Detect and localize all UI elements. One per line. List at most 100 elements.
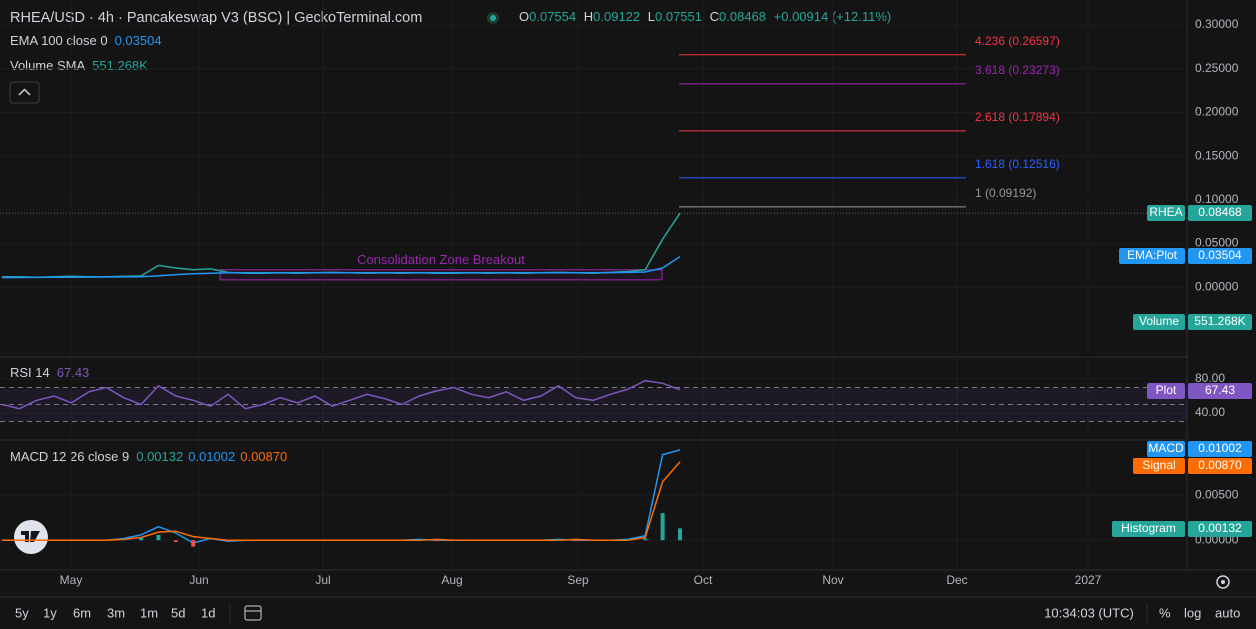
settings-button[interactable] (1216, 575, 1230, 589)
range-button[interactable]: 1d (201, 605, 215, 620)
ohlc-key: L (648, 9, 655, 24)
tag-value: 0.03504 (1198, 248, 1242, 262)
tag-name-box (1133, 314, 1185, 330)
legend-label: MACD 12 26 close 9 (10, 449, 129, 464)
histogram-bar (573, 540, 578, 542)
histogram-bar (139, 537, 144, 541)
histogram-bar (678, 528, 682, 541)
y-tick-label: 0.15000 (1195, 148, 1239, 162)
tag-name: Signal (1142, 458, 1175, 472)
gear-center (1221, 580, 1225, 584)
y-tick-label: 0.25000 (1195, 61, 1239, 75)
histogram-bar (156, 534, 161, 541)
tag-name: Volume (1139, 314, 1179, 328)
axis-option[interactable]: log (1184, 605, 1201, 620)
range-button[interactable]: 1m (140, 605, 158, 620)
tag-name: RHEA (1149, 205, 1182, 219)
tag-name: Plot (1156, 383, 1177, 397)
tag-name-box (1147, 441, 1185, 457)
range-label: 3m (107, 605, 125, 620)
range-button[interactable]: 5d (171, 605, 185, 620)
tag-name-box (1133, 458, 1185, 474)
chevron-icon (18, 88, 31, 96)
tag-value: 0.08468 (1198, 205, 1242, 219)
legend-value: 0.01002 (188, 449, 235, 464)
histogram-bar (556, 539, 561, 541)
ohlc-value: 0.07554 (529, 9, 576, 24)
y-tick-label: 0.30000 (1195, 17, 1239, 31)
collapse-button[interactable] (9, 81, 40, 104)
fib-label: 3.618 (0.23273) (975, 63, 1060, 77)
x-tick-label: Sep (567, 573, 589, 587)
x-tick-label: May (60, 573, 83, 587)
tag-value-box (1188, 205, 1252, 221)
x-tick-label: Dec (946, 573, 967, 587)
series-line (1, 255, 681, 279)
logo[interactable] (14, 520, 48, 554)
tag-name-box (1112, 521, 1185, 537)
range-button[interactable]: 1y (43, 605, 57, 620)
tag-name-box (1147, 383, 1185, 399)
range-button[interactable]: 5y (15, 605, 29, 620)
legend-value: 0.00132 (136, 449, 183, 464)
fib-label: 4.236 (0.26597) (975, 34, 1060, 48)
legend-item: RSI 14 67.43 (10, 365, 89, 380)
y-tick-label: 40.00 (1195, 405, 1225, 419)
legend-label: EMA 100 close 0 (10, 33, 108, 48)
histogram-bar (226, 540, 230, 542)
legend-item: Volume SMA 551.268K (10, 58, 148, 73)
option-label: auto (1215, 605, 1240, 620)
ohlc-key: H (584, 9, 593, 24)
range-button[interactable]: 3m (107, 605, 125, 620)
calendar-icon (244, 605, 262, 621)
ohlc-change: +0.00914 (+12.11%) (774, 9, 892, 24)
legend-item: MACD 12 26 close 9 0.00132 0.01002 0.00870 (10, 449, 287, 464)
legend-item: EMA 100 close 0 0.03504 (10, 33, 162, 48)
tag-value-box (1188, 383, 1252, 399)
tag-value: 67.43 (1205, 383, 1235, 397)
date-range-button[interactable] (244, 605, 262, 621)
tag-value-box (1188, 458, 1252, 474)
histogram-bar (660, 513, 665, 541)
clock: 10:34:03 (UTC) (1044, 605, 1134, 620)
histogram-bar (191, 540, 196, 547)
option-label: % (1159, 605, 1171, 620)
annotation-box (219, 269, 663, 281)
histogram-bar (434, 540, 439, 542)
x-tick-label: 2027 (1075, 573, 1102, 587)
option-label: log (1184, 605, 1201, 620)
tag-value: 551.268K (1194, 314, 1245, 328)
legend-value: 0.00870 (240, 449, 287, 464)
button-frame (9, 81, 40, 104)
range-button[interactable]: 6m (73, 605, 91, 620)
range-label: 1m (140, 605, 158, 620)
tag-name-box (1147, 205, 1185, 221)
range-label: 5y (15, 605, 29, 620)
y-tick-label: 80.00 (1195, 371, 1225, 385)
x-tick-label: Jul (315, 573, 330, 587)
tag-value-box (1188, 314, 1252, 330)
x-tick-label: Aug (441, 573, 462, 587)
rsi-band (0, 387, 1187, 422)
symbol-title: RHEA/USD · 4h · Pancakeswap V3 (BSC) | G… (10, 10, 422, 26)
axis-option[interactable]: % (1159, 605, 1171, 620)
ohlc-value: 0.07551 (655, 9, 702, 24)
histogram-bar (173, 540, 178, 543)
gear-icon (1216, 575, 1230, 589)
range-label: 5d (171, 605, 185, 620)
tag-name: EMA:Plot (1127, 248, 1178, 262)
ohlc-value: 0.09122 (593, 9, 640, 24)
histogram-bar (121, 539, 126, 541)
series-line (2, 461, 681, 542)
x-tick-label: Oct (694, 573, 713, 587)
tag-value-box (1188, 441, 1252, 457)
tag-name: Histogram (1121, 521, 1176, 535)
status-dot-inner (490, 15, 496, 21)
legend-label: Volume SMA (10, 58, 85, 73)
axis-option[interactable]: auto (1215, 605, 1240, 620)
y-tick-label: 0.00500 (1195, 487, 1239, 501)
ohlc-key: C (710, 9, 719, 24)
histogram-bar (643, 538, 648, 541)
